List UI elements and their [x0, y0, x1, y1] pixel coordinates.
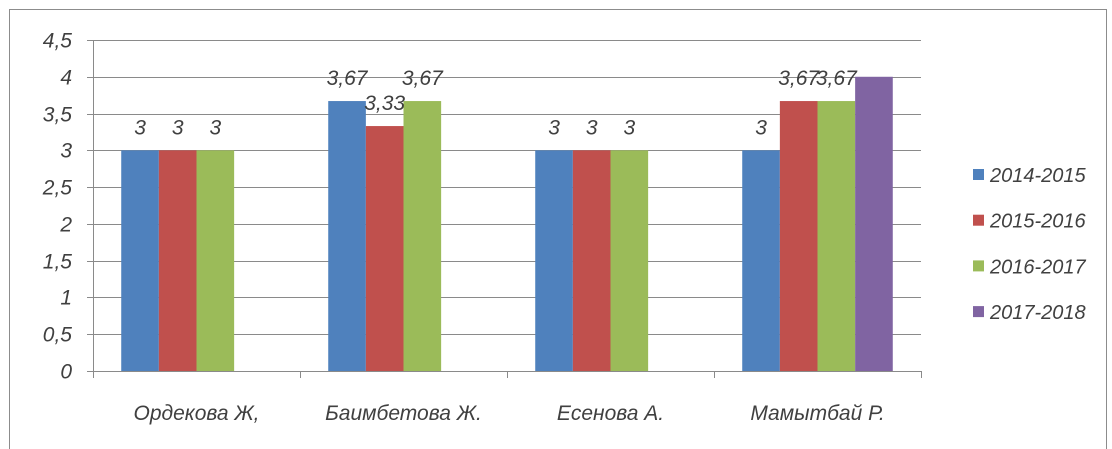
data-label-series-3-category-1: 3	[209, 116, 221, 139]
y-tick-label-2: 1	[60, 287, 72, 310]
bars	[121, 76, 893, 372]
legend-label-3: 2016-2017	[989, 256, 1087, 278]
x-category-label-3: Есенова А.	[557, 402, 664, 425]
x-axis-category-labels: Ордекова Ж, Баимбетова Ж. Есенова А. Мамытб…	[134, 402, 885, 425]
y-tick-label-9: 4,5	[43, 30, 73, 53]
bar-series-2-category-2	[365, 126, 404, 371]
chart-frame	[9, 9, 1107, 449]
bar-series-2-category-4	[779, 101, 818, 371]
x-category-label-2: Баимбетова Ж.	[325, 402, 482, 425]
data-label-series-2-category-1: 3	[172, 116, 184, 139]
y-tick-label-6: 3	[60, 140, 72, 163]
legend-swatch-3	[973, 260, 984, 272]
bar-series-3-category-4	[817, 101, 856, 371]
bar-series-3-category-3	[610, 150, 649, 371]
bar-series-4-category-4	[855, 76, 893, 372]
data-label-series-1-category-1: 3	[134, 116, 146, 139]
legend-swatch-2	[973, 214, 984, 226]
bar-series-1-category-2	[328, 101, 366, 371]
bar-series-1-category-1	[121, 150, 159, 371]
legend-label-4: 2017-2018	[989, 302, 1086, 324]
legend-label-1: 2014-2015	[989, 165, 1087, 187]
y-tick-label-1: 0,5	[43, 324, 73, 347]
y-axis-tick-labels: 0 0,5 1 1,5 2 2,5 3 3,5 4 4,5	[42, 30, 73, 384]
bar-series-1-category-3	[535, 150, 573, 371]
data-label-series-1-category-2: 3,67	[327, 67, 369, 90]
legend: 2014-2015 2015-2016 2016-2017 2017-2018	[973, 165, 1087, 324]
bar-series-3-category-2	[403, 101, 442, 371]
y-tick-label-5: 2,5	[42, 177, 73, 200]
y-tick-label-3: 1,5	[43, 251, 73, 274]
axes	[87, 40, 922, 378]
bar-series-3-category-1	[196, 150, 235, 371]
data-label-series-1-category-3: 3	[548, 116, 560, 139]
y-tick-label-4: 2	[59, 214, 72, 237]
legend-swatch-4	[973, 306, 984, 318]
y-tick-label-7: 3,5	[43, 104, 73, 127]
data-labels: 3 3 33,673,333,673 3 3 33,673,67	[134, 67, 858, 139]
data-label-series-2-category-2: 3,33	[364, 92, 405, 115]
x-category-label-4: Мамытбай Р.	[750, 402, 884, 425]
legend-label-2: 2015-2016	[989, 211, 1087, 233]
x-category-label-1: Ордекова Ж,	[134, 402, 260, 425]
data-label-series-2-category-3: 3	[586, 116, 598, 139]
legend-swatch-1	[973, 169, 984, 180]
bar-series-2-category-1	[158, 150, 197, 371]
y-tick-label-8: 4	[60, 67, 72, 90]
data-label-series-3-category-2: 3,67	[402, 67, 444, 90]
data-label-series-2-category-4: 3,67	[778, 67, 820, 90]
bar-series-2-category-3	[572, 150, 611, 371]
bar-series-1-category-4	[742, 150, 780, 371]
data-label-series-3-category-4: 3,67	[816, 67, 858, 90]
data-label-series-1-category-4: 3	[755, 116, 767, 139]
data-label-series-3-category-3: 3	[623, 116, 635, 139]
y-tick-label-0: 0	[60, 361, 72, 384]
